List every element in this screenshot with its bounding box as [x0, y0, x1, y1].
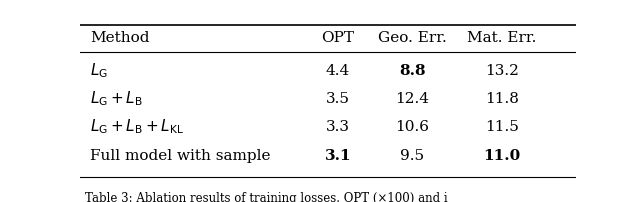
Text: 4.4: 4.4 — [326, 64, 350, 78]
Text: Full model with sample: Full model with sample — [90, 149, 271, 163]
Text: 3.5: 3.5 — [326, 92, 350, 106]
Text: OPT: OPT — [321, 31, 355, 45]
Text: 9.5: 9.5 — [400, 149, 424, 163]
Text: 13.2: 13.2 — [484, 64, 518, 78]
Text: $L_\mathrm{G}$: $L_\mathrm{G}$ — [90, 62, 108, 80]
Text: 11.5: 11.5 — [484, 120, 518, 134]
Text: 3.1: 3.1 — [324, 149, 351, 163]
Text: Table 3: Ablation results of training losses. OPT (×100) and i: Table 3: Ablation results of training lo… — [85, 192, 447, 202]
Text: Mat. Err.: Mat. Err. — [467, 31, 536, 45]
Text: $L_\mathrm{G} + L_\mathrm{B} + L_\mathrm{KL}$: $L_\mathrm{G} + L_\mathrm{B} + L_\mathrm… — [90, 118, 184, 136]
Text: $L_\mathrm{G} + L_\mathrm{B}$: $L_\mathrm{G} + L_\mathrm{B}$ — [90, 89, 143, 108]
Text: 12.4: 12.4 — [396, 92, 429, 106]
Text: 8.8: 8.8 — [399, 64, 426, 78]
Text: 10.6: 10.6 — [396, 120, 429, 134]
Text: 11.8: 11.8 — [484, 92, 518, 106]
Text: Method: Method — [90, 31, 149, 45]
Text: 11.0: 11.0 — [483, 149, 520, 163]
Text: Geo. Err.: Geo. Err. — [378, 31, 447, 45]
Text: 3.3: 3.3 — [326, 120, 350, 134]
